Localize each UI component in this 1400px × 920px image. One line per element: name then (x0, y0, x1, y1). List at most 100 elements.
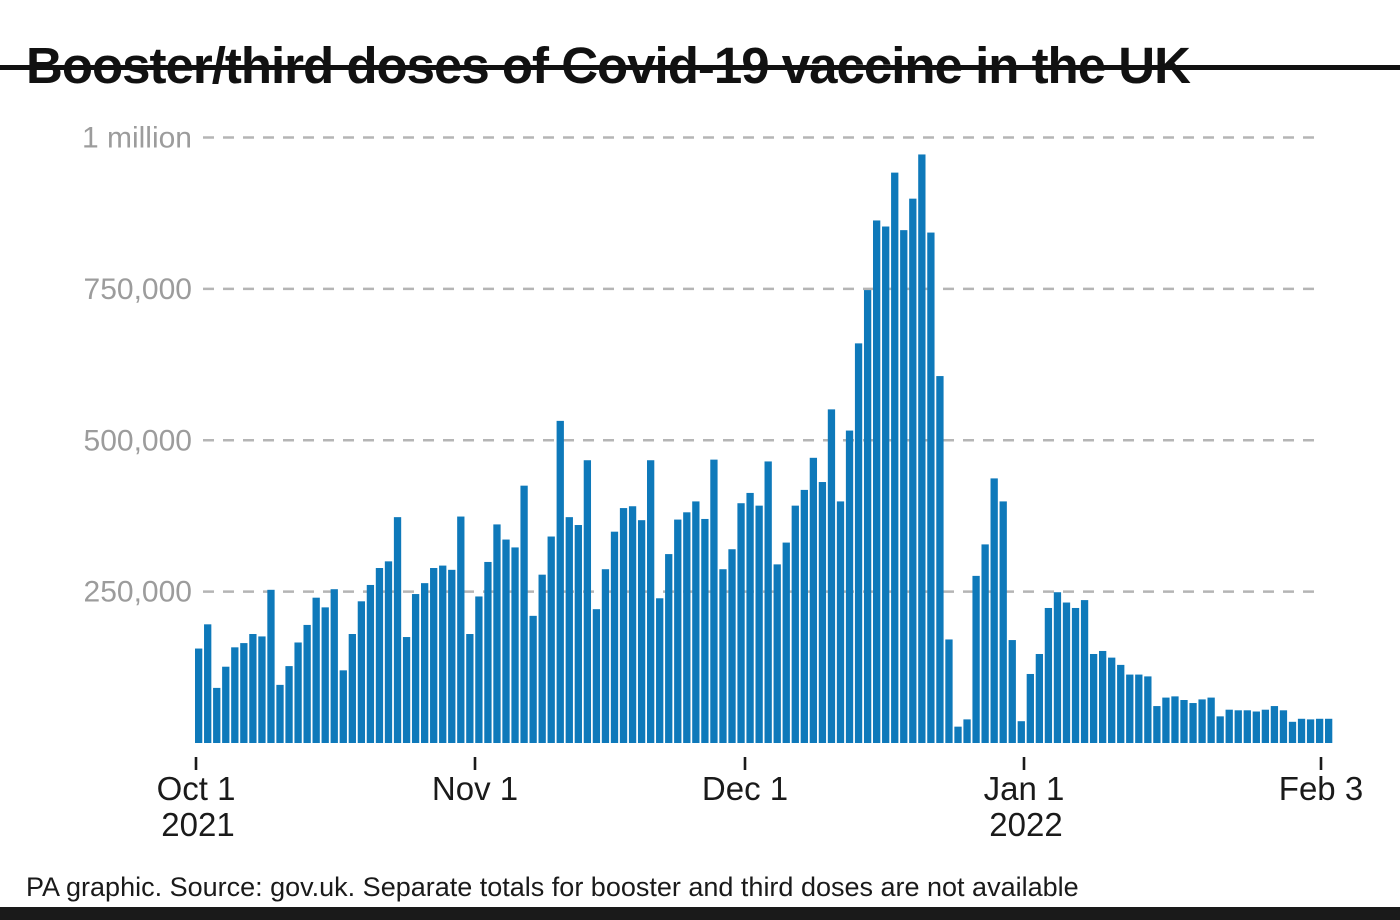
bar (258, 636, 266, 743)
bar (520, 485, 528, 743)
bar (565, 517, 573, 743)
bar (999, 501, 1007, 743)
bar (1071, 607, 1080, 743)
bar (411, 594, 420, 743)
bar (782, 542, 790, 743)
bar (1062, 602, 1071, 743)
bar (312, 597, 320, 743)
bar (1207, 697, 1215, 743)
bar (267, 589, 275, 743)
x-axis-sublabel: 2022 (989, 806, 1062, 843)
bar (249, 634, 257, 743)
bar (827, 409, 836, 743)
bar (1234, 710, 1242, 743)
title-divider (0, 65, 1400, 70)
bar (665, 554, 673, 743)
bar (1225, 709, 1233, 743)
bar (1035, 653, 1044, 743)
bar (791, 505, 799, 743)
y-axis-label: 500,000 (84, 424, 192, 457)
bar (1270, 706, 1279, 743)
bar (1180, 700, 1188, 743)
x-axis-label: Dec 1 (702, 770, 788, 807)
bar (213, 687, 221, 743)
bar (1189, 703, 1197, 743)
bar (1099, 650, 1107, 743)
bar (719, 569, 727, 743)
bar (1126, 674, 1134, 743)
bar (231, 647, 239, 743)
bar (1288, 721, 1297, 743)
bar (728, 549, 736, 743)
bar (1315, 718, 1324, 743)
bar (1279, 710, 1288, 743)
bar (1297, 718, 1306, 743)
bar (692, 501, 700, 743)
bar (502, 539, 510, 743)
bar (204, 624, 212, 743)
bar (854, 343, 863, 743)
bar (701, 518, 709, 743)
bar (1306, 719, 1315, 743)
bar (276, 684, 284, 743)
bar (918, 154, 926, 744)
bar (1153, 706, 1161, 743)
bar (963, 719, 971, 743)
bar (610, 531, 619, 743)
bottom-bar (0, 907, 1400, 920)
bar (1080, 600, 1089, 743)
bar (1135, 674, 1143, 743)
bar (529, 615, 537, 743)
bar (240, 643, 248, 743)
bar (222, 666, 230, 743)
bar (954, 726, 962, 743)
y-axis-label: 750,000 (84, 273, 192, 306)
bar (1044, 607, 1053, 743)
x-axis-label: Nov 1 (432, 770, 518, 807)
bar (384, 561, 393, 743)
bar (927, 232, 935, 743)
bar (936, 376, 944, 743)
bar (746, 492, 754, 743)
bar (592, 609, 601, 743)
bar (1162, 697, 1170, 743)
bar (909, 198, 917, 743)
bar (1261, 709, 1270, 743)
bar (945, 639, 953, 743)
bar (800, 489, 808, 743)
bar (818, 482, 827, 743)
bar (484, 561, 492, 743)
bar (1008, 640, 1016, 743)
bar (393, 517, 402, 743)
bar (285, 666, 293, 743)
bar (339, 670, 347, 743)
bar (990, 478, 998, 743)
bar (647, 460, 655, 743)
bar (601, 569, 610, 743)
x-axis-label: Oct 1 (157, 770, 236, 807)
bar (1252, 711, 1260, 743)
bar (891, 172, 899, 743)
bar (1325, 718, 1333, 743)
bar (809, 457, 818, 743)
bar (439, 565, 447, 743)
bar (710, 459, 718, 743)
bar (773, 564, 781, 743)
bar (900, 230, 908, 744)
bar (628, 506, 637, 743)
bar (348, 634, 356, 743)
bar (321, 607, 329, 743)
bar (1053, 592, 1062, 743)
bar (619, 508, 628, 743)
bar (863, 290, 872, 743)
bar (357, 601, 366, 743)
bar (882, 226, 890, 744)
x-axis-label: Feb 3 (1279, 770, 1363, 807)
bar (466, 634, 474, 743)
bar (873, 220, 881, 744)
bar (195, 648, 203, 743)
bar (493, 524, 501, 743)
bar (1026, 673, 1034, 743)
